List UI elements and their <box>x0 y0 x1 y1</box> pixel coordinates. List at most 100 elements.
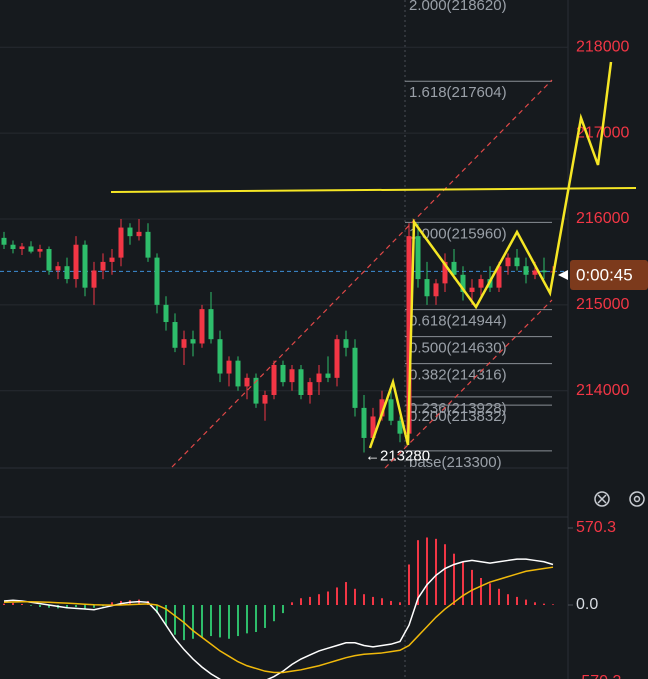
candle-body <box>109 257 115 262</box>
price-pointer <box>558 270 568 280</box>
macd-bar <box>237 605 239 637</box>
candle-body <box>190 339 196 344</box>
fib-label: 0.236(213928) <box>409 400 507 417</box>
channel-line <box>171 79 553 468</box>
candle-body <box>334 339 340 378</box>
fib-label: 0.382(214316) <box>409 367 507 384</box>
candle-body <box>145 231 151 258</box>
candle-body <box>235 360 241 387</box>
macd-bar <box>282 605 284 614</box>
candle-body <box>82 244 88 288</box>
macd-bar <box>201 605 203 638</box>
candle-body <box>172 322 178 348</box>
candle-body <box>136 231 142 237</box>
macd-bar <box>435 538 437 606</box>
macd-bar <box>507 594 509 606</box>
macd-bar <box>381 598 383 606</box>
candle-body <box>226 360 232 374</box>
drawings <box>110 61 637 469</box>
low-label: ←213280 <box>365 448 430 465</box>
y-tick-label: 218000 <box>576 38 629 55</box>
macd-bar <box>66 605 68 608</box>
candle-body <box>505 257 511 267</box>
y2-tick-label: -570.3 <box>576 673 621 679</box>
settings-icon-core <box>633 495 641 503</box>
candle-body <box>244 377 250 387</box>
macd-bar <box>84 605 86 610</box>
candle-body <box>451 261 457 275</box>
macd-bar <box>111 602 113 606</box>
macd-panel: 570.3 0.0 -570.3 <box>3 519 621 679</box>
candle-body <box>298 369 304 396</box>
macd-bar <box>354 588 356 606</box>
macd-bar <box>255 605 257 633</box>
candle-body <box>397 420 403 434</box>
candle-body <box>73 244 79 280</box>
candle-body <box>271 364 277 396</box>
macd-bar <box>363 594 365 606</box>
macd-bar <box>471 569 473 606</box>
close-icon-cross <box>597 494 607 504</box>
candle-body <box>154 257 160 305</box>
macd-bar <box>372 596 374 606</box>
candle-body <box>460 274 466 292</box>
macd-bar <box>444 544 446 606</box>
candle-body <box>325 373 331 378</box>
zigzag <box>368 61 613 449</box>
candle-body <box>415 236 421 280</box>
macd-bar <box>327 591 329 606</box>
candle-body <box>37 249 43 252</box>
y-tick-label: 215000 <box>576 296 629 313</box>
macd-bar <box>75 605 77 608</box>
fib-label: 1.000(215960) <box>409 225 507 242</box>
macd-bar <box>219 605 221 638</box>
fib-label: 0.500(214630) <box>409 340 507 357</box>
macd-bar <box>390 600 392 606</box>
candle-body <box>541 270 547 273</box>
macd-bar <box>12 602 14 606</box>
macd-bar <box>408 564 410 606</box>
macd-bar <box>228 605 230 639</box>
fib-label: 0.618(214944) <box>409 313 507 330</box>
candle-body <box>523 266 529 275</box>
candle-body <box>424 279 430 297</box>
macd-bar <box>300 598 302 606</box>
fib-label: 0.200(213832) <box>409 408 507 425</box>
macd-bar <box>246 605 248 634</box>
macd-line <box>3 566 554 674</box>
candle-body <box>262 395 268 404</box>
macd-bar <box>156 605 158 614</box>
candle-body <box>343 339 349 348</box>
timer-box <box>570 260 648 290</box>
candle-body <box>370 416 376 438</box>
candle-body <box>514 257 520 267</box>
macd-bar <box>165 605 167 626</box>
y2-tick-label: 0.0 <box>576 596 598 613</box>
settings-icon[interactable] <box>629 491 645 507</box>
candle-body <box>316 373 322 383</box>
candle-body <box>10 244 16 250</box>
y2-tick-label: 570.3 <box>576 519 616 536</box>
macd-bar <box>525 599 527 606</box>
candle-body <box>379 399 385 417</box>
candle-body <box>64 266 70 280</box>
macd-bar <box>174 605 176 635</box>
candle-body <box>289 369 295 383</box>
close-icon[interactable] <box>594 491 610 507</box>
macd-bar <box>543 603 545 606</box>
channel-line <box>384 299 553 469</box>
candle-body <box>100 261 106 271</box>
candle-body <box>28 246 34 252</box>
candle-body <box>280 364 286 383</box>
y-tick-label: 216000 <box>576 210 629 227</box>
candle-body <box>217 339 223 374</box>
macd-bar <box>318 594 320 606</box>
macd-bar <box>21 603 23 606</box>
candle-body <box>253 377 259 404</box>
macd-bar <box>534 602 536 606</box>
candle-body <box>1 237 7 245</box>
candle-body <box>388 399 394 421</box>
candle-body <box>307 382 313 396</box>
macd-bar <box>210 605 212 637</box>
